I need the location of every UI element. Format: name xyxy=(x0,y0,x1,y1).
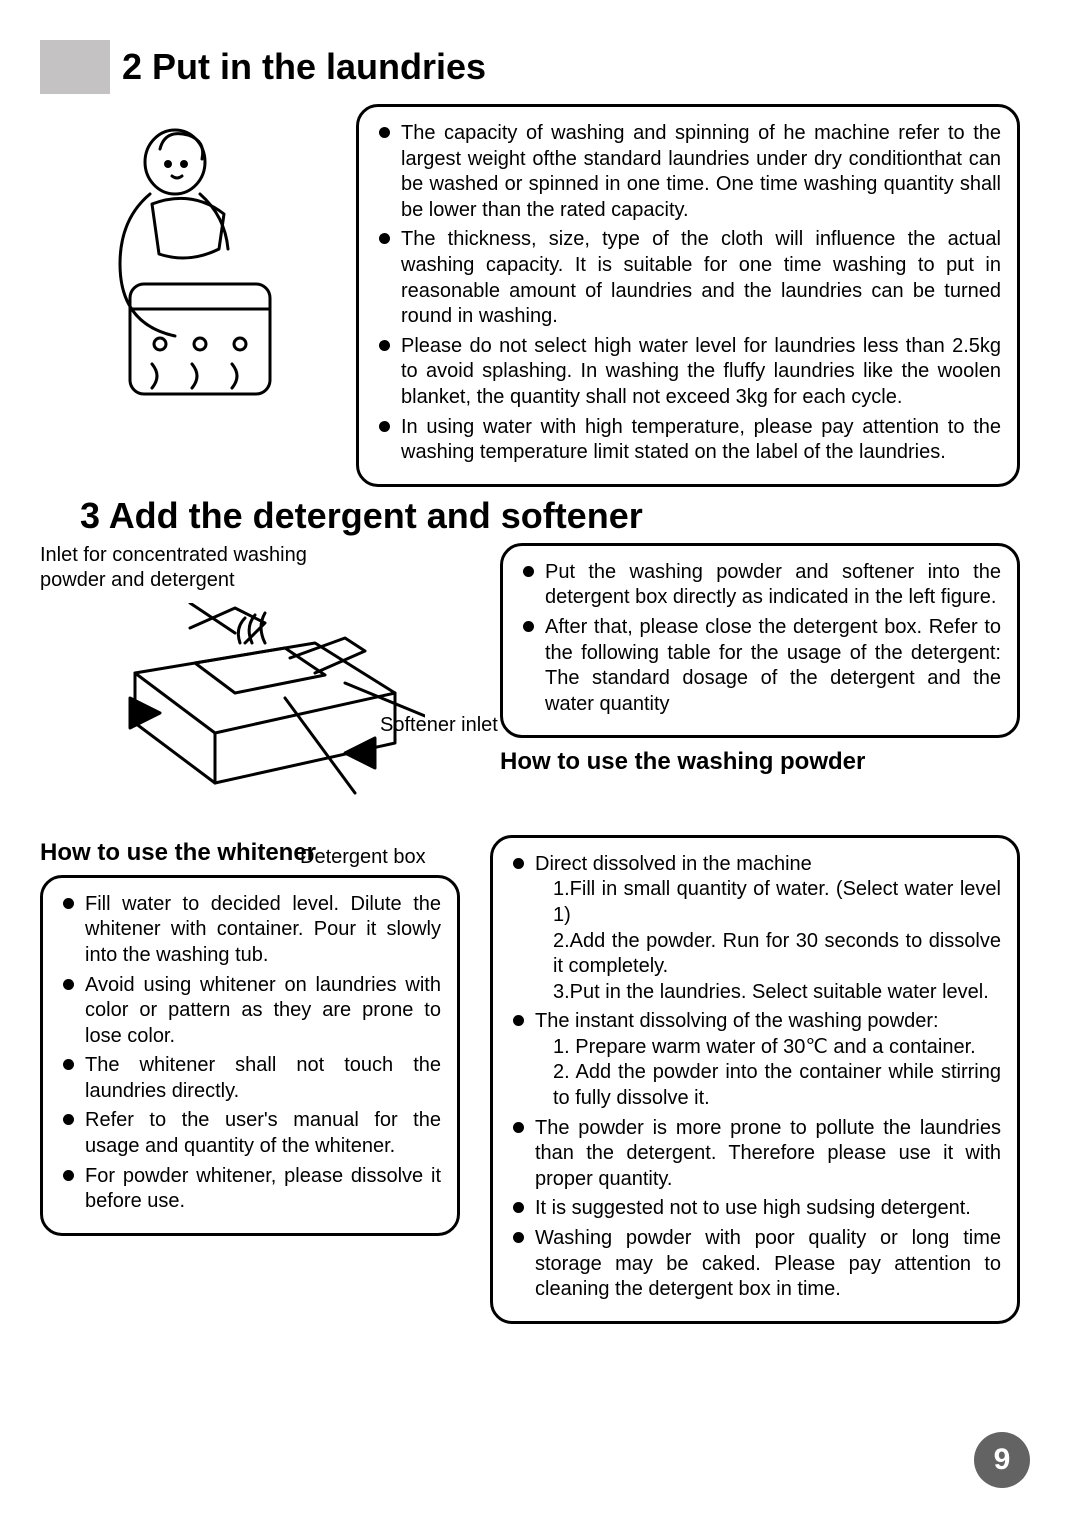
powder-b2-lead: The instant dissolving of the washing po… xyxy=(535,1010,939,1032)
page-number: 9 xyxy=(994,1443,1011,1477)
section2-body: The capacity of washing and spinning of … xyxy=(40,104,1020,487)
inlet-label: Inlet for concentrated washing powder an… xyxy=(40,543,340,593)
whitener-column: How to use the whitener Fill water to de… xyxy=(40,829,460,1236)
section2-bullet: The thickness, size, type of the cloth w… xyxy=(379,227,1001,329)
section3-title: 3 Add the detergent and softener xyxy=(80,495,1020,537)
section2-bullet: In using water with high temperature, pl… xyxy=(379,415,1001,466)
powder-b2-step: 2. Add the powder into the container whi… xyxy=(535,1060,1001,1111)
detergent-bullet-list: Put the washing powder and softener into… xyxy=(523,560,1001,718)
whitener-bullet-list: Fill water to decided level. Dilute the … xyxy=(63,892,441,1215)
powder-bullet-5: Washing powder with poor quality or long… xyxy=(513,1226,1001,1303)
powder-b2-step: 1. Prepare warm water of 30℃ and a conta… xyxy=(535,1035,1001,1061)
section3-right: Put the washing powder and softener into… xyxy=(500,543,1020,785)
powder-bullet-2: The instant dissolving of the washing po… xyxy=(513,1009,1001,1111)
detergent-box-label: Detergent box xyxy=(300,845,426,870)
powder-b1-step: 1.Fill in small quantity of water. (Sele… xyxy=(535,877,1001,928)
detergent-box-svg xyxy=(95,603,425,813)
powder-bullet-list: Direct dissolved in the machine 1.Fill i… xyxy=(513,852,1001,1303)
powder-bullet-4: It is suggested not to use high sudsing … xyxy=(513,1196,1001,1222)
powder-bullet-1: Direct dissolved in the machine 1.Fill i… xyxy=(513,852,1001,1006)
softener-inlet-label: Softener inlet xyxy=(380,713,498,738)
detergent-box-illustration xyxy=(40,593,480,823)
detergent-bullet: After that, please close the detergent b… xyxy=(523,615,1001,717)
heading-grey-block xyxy=(40,40,110,94)
section2-info-box: The capacity of washing and spinning of … xyxy=(356,104,1020,487)
whitener-bullet: Avoid using whitener on laundries with c… xyxy=(63,973,441,1050)
powder-b1-step: 3.Put in the laundries. Select suitable … xyxy=(535,980,1001,1006)
whitener-box: Fill water to decided level. Dilute the … xyxy=(40,875,460,1236)
detergent-info-box: Put the washing powder and softener into… xyxy=(500,543,1020,739)
powder-bullet-3: The powder is more prone to pollute the … xyxy=(513,1116,1001,1193)
section2-bullet-list: The capacity of washing and spinning of … xyxy=(379,121,1001,466)
woman-laundry-svg xyxy=(60,114,320,414)
section2-bullet: The capacity of washing and spinning of … xyxy=(379,121,1001,223)
section3-top-row: Inlet for concentrated washing powder an… xyxy=(40,543,1020,823)
section3-left: Inlet for concentrated washing powder an… xyxy=(40,543,480,823)
whitener-bullet: The whitener shall not touch the laundri… xyxy=(63,1053,441,1104)
page-number-badge: 9 xyxy=(974,1432,1030,1488)
powder-b1-step: 2.Add the powder. Run for 30 seconds to … xyxy=(535,929,1001,980)
section2-title: 2 Put in the laundries xyxy=(122,46,486,88)
two-column-row: How to use the whitener Fill water to de… xyxy=(40,829,1020,1324)
powder-heading: How to use the washing powder xyxy=(500,748,1020,776)
detergent-illustration-wrap: Softener inlet Detergent box xyxy=(40,593,480,823)
section2-bullet: Please do not select high water level fo… xyxy=(379,334,1001,411)
powder-b1-lead: Direct dissolved in the machine xyxy=(535,853,812,875)
whitener-bullet: Fill water to decided level. Dilute the … xyxy=(63,892,441,969)
section2-heading-row: 2 Put in the laundries xyxy=(40,40,1020,94)
whitener-bullet: For powder whitener, please dissolve it … xyxy=(63,1164,441,1215)
powder-box: Direct dissolved in the machine 1.Fill i… xyxy=(490,835,1020,1324)
detergent-bullet: Put the washing powder and softener into… xyxy=(523,560,1001,611)
woman-laundry-illustration xyxy=(40,104,340,424)
whitener-bullet: Refer to the user's manual for the usage… xyxy=(63,1108,441,1159)
powder-column: Direct dissolved in the machine 1.Fill i… xyxy=(490,829,1020,1324)
